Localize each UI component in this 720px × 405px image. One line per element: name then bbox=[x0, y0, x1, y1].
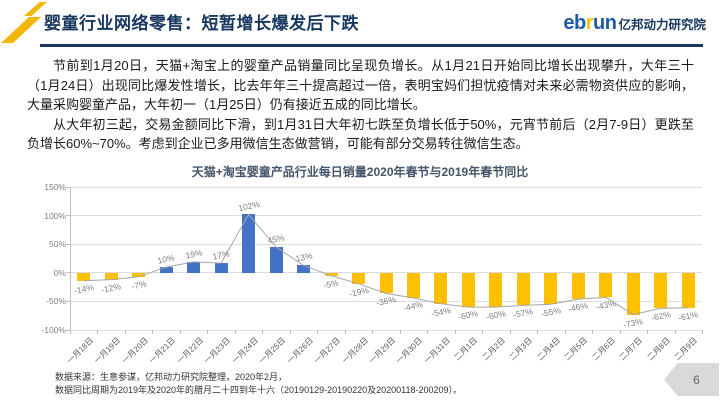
x-axis-tick bbox=[509, 330, 511, 334]
bar bbox=[352, 272, 366, 284]
bar bbox=[489, 272, 503, 308]
x-axis-tick bbox=[344, 330, 346, 334]
paragraph-2: 从大年初三起，交易金额同比下滑，到1月31日大年初七跌至负增长低于50%，元宵节… bbox=[27, 116, 694, 152]
bar bbox=[571, 272, 585, 300]
footnote-period: 数据同比周期为2019年及2020年的腊月二十四到年十六（20190129-20… bbox=[55, 385, 463, 395]
x-axis-tick bbox=[702, 330, 703, 334]
bar-label: 45% bbox=[266, 232, 286, 246]
gridline bbox=[70, 186, 702, 188]
y-axis-tick-label: 50% bbox=[48, 239, 66, 250]
y-axis-tick-label: 100% bbox=[44, 210, 66, 221]
bar bbox=[297, 265, 311, 273]
x-axis-tick bbox=[317, 330, 319, 334]
x-axis-tick bbox=[372, 330, 374, 334]
y-axis-tick-label: 0% bbox=[53, 267, 66, 278]
y-axis-tick bbox=[66, 243, 70, 245]
ebrun-logo-text: eb bbox=[563, 12, 586, 34]
bar bbox=[77, 272, 91, 281]
page-number: 6 bbox=[693, 372, 700, 387]
header-divider bbox=[40, 44, 703, 47]
bar bbox=[599, 272, 613, 298]
page-number-badge: 6 bbox=[664, 363, 719, 396]
bar bbox=[379, 272, 393, 294]
paragraph-1: 节前到1月20日，天猫+淘宝上的婴童产品销量同比呈现负增长。从1月21日开始同比… bbox=[27, 58, 694, 112]
x-axis-tick bbox=[537, 330, 539, 334]
x-axis-tick bbox=[674, 330, 676, 334]
gridline bbox=[70, 243, 702, 245]
x-axis-tick bbox=[399, 330, 401, 334]
ebrun-logo-cn: 亿邦动力研究院 bbox=[618, 18, 706, 32]
x-axis-tick bbox=[262, 330, 264, 334]
y-axis-tick bbox=[66, 215, 70, 217]
bar bbox=[461, 272, 475, 308]
bar bbox=[544, 272, 558, 305]
bar bbox=[516, 272, 530, 306]
x-axis-tick bbox=[124, 330, 126, 334]
bar bbox=[434, 272, 448, 304]
x-axis-tick bbox=[647, 330, 649, 334]
y-axis-tick-label: -50% bbox=[46, 296, 66, 307]
gridline bbox=[70, 329, 702, 331]
bar bbox=[681, 272, 695, 308]
footnote-source: 数据来源：生意参谋，亿邦动力研究院整理，2020年2月， bbox=[55, 372, 288, 382]
x-axis-tick bbox=[564, 330, 566, 334]
x-axis-tick bbox=[619, 330, 621, 334]
bar bbox=[654, 272, 668, 309]
x-axis-tick bbox=[454, 330, 456, 334]
y-axis-tick bbox=[66, 272, 70, 274]
bar-label: 102% bbox=[236, 199, 261, 214]
chart-title: 天猫+淘宝婴童产品行业每日销量2020年春节与2019年春节同比 bbox=[191, 165, 529, 179]
x-axis-tick bbox=[207, 330, 209, 334]
y-axis-tick bbox=[66, 329, 70, 331]
bar bbox=[132, 272, 146, 277]
gridline bbox=[70, 215, 702, 217]
page-title: 婴童行业网络零售：短暂增长爆发后下跌 bbox=[44, 14, 359, 33]
bar bbox=[242, 214, 256, 273]
bar bbox=[104, 272, 118, 280]
x-axis-tick bbox=[482, 330, 484, 334]
y-axis-tick bbox=[66, 300, 70, 302]
body-text: 节前到1月20日，天猫+淘宝上的婴童产品销量同比呈现负增长。从1月21日开始同比… bbox=[27, 56, 694, 154]
x-axis-tick bbox=[427, 330, 429, 334]
x-axis-tick bbox=[592, 330, 594, 334]
x-axis-tick bbox=[97, 330, 99, 334]
y-axis-tick-label: -100% bbox=[41, 325, 66, 335]
bar bbox=[324, 272, 338, 276]
x-axis-tick bbox=[234, 330, 236, 334]
x-axis-tick bbox=[70, 330, 71, 334]
bar bbox=[214, 263, 228, 273]
bar bbox=[626, 272, 640, 315]
y-axis-line bbox=[70, 187, 71, 330]
ebrun-logo: eb r un 亿邦动力研究院 bbox=[563, 12, 706, 35]
bar bbox=[187, 261, 201, 273]
x-axis-tick bbox=[289, 330, 291, 334]
footnotes: 数据来源：生意参谋，亿邦动力研究院整理，2020年2月， 数据同比周期为2019… bbox=[55, 371, 462, 397]
bar-label: 13% bbox=[294, 250, 313, 265]
ebrun-logo-text: un bbox=[593, 12, 617, 34]
x-axis-tick bbox=[152, 330, 154, 334]
ebrun-logo-accent: r bbox=[585, 12, 594, 34]
y-axis-tick bbox=[66, 186, 70, 188]
bar bbox=[159, 267, 173, 273]
x-axis-tick bbox=[179, 330, 181, 334]
y-axis-tick-label: 150% bbox=[44, 182, 66, 192]
bar-label: -7% bbox=[130, 278, 148, 292]
bar bbox=[406, 272, 420, 298]
bar bbox=[269, 247, 283, 273]
